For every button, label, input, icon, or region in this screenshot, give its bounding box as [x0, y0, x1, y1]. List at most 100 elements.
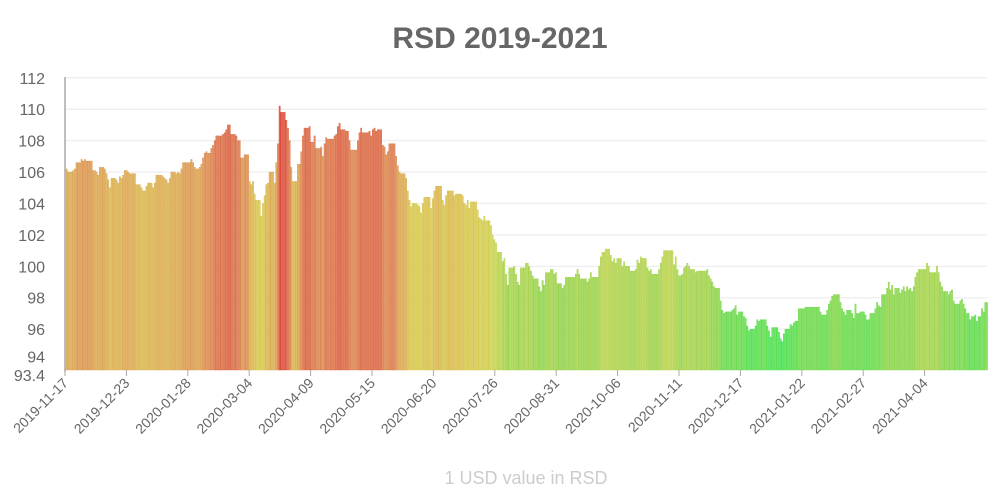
- bar: [212, 145, 214, 371]
- bar: [857, 313, 860, 371]
- bar: [297, 163, 299, 371]
- bar: [773, 327, 775, 371]
- bar: [458, 193, 461, 371]
- bar: [255, 200, 258, 371]
- bar: [465, 204, 467, 371]
- bar: [340, 129, 343, 371]
- bar: [228, 124, 231, 371]
- bar: [282, 112, 284, 371]
- bar: [180, 168, 183, 371]
- bar: [561, 288, 564, 371]
- bar: [473, 201, 476, 371]
- bar: [761, 319, 764, 371]
- bar: [803, 308, 805, 371]
- bar: [706, 269, 709, 371]
- bar: [163, 178, 166, 371]
- bar: [292, 181, 294, 371]
- bar: [342, 129, 344, 371]
- bar: [85, 160, 88, 371]
- bar: [535, 278, 537, 371]
- bar: [325, 137, 328, 371]
- bar: [610, 255, 612, 371]
- bar: [105, 173, 108, 371]
- bar: [405, 178, 407, 371]
- bar: [380, 129, 382, 371]
- bar: [726, 311, 729, 371]
- bar: [595, 277, 597, 371]
- bar: [252, 181, 254, 371]
- bar: [358, 132, 361, 371]
- bar: [914, 277, 917, 371]
- bar: [861, 311, 863, 371]
- y-tick-label: 98: [27, 291, 45, 308]
- bar: [531, 275, 534, 371]
- bar: [821, 314, 824, 371]
- bar: [736, 314, 739, 371]
- bar: [410, 206, 412, 371]
- bar: [926, 262, 928, 371]
- bar: [187, 162, 189, 371]
- bar: [565, 277, 567, 371]
- bar: [841, 308, 843, 371]
- bar: [122, 174, 125, 371]
- bar: [178, 173, 181, 371]
- bar: [653, 273, 655, 371]
- bar: [262, 203, 264, 371]
- bar: [558, 283, 561, 371]
- bar: [273, 182, 276, 371]
- bar: [451, 190, 454, 371]
- bar: [793, 322, 795, 371]
- bar: [553, 273, 556, 371]
- bar: [505, 273, 507, 371]
- bar: [887, 281, 890, 371]
- bar: [951, 289, 953, 371]
- bar: [829, 300, 832, 371]
- bar: [152, 187, 154, 371]
- bar: [719, 300, 722, 371]
- bar: [769, 336, 772, 371]
- y-tick-label: 108: [18, 134, 45, 151]
- bar: [168, 178, 171, 371]
- bar: [844, 314, 847, 371]
- bar: [483, 215, 486, 371]
- bar: [633, 270, 635, 371]
- bar: [288, 140, 291, 371]
- bar: [644, 258, 647, 371]
- bar: [515, 273, 517, 371]
- bar: [723, 313, 725, 371]
- bar: [382, 145, 384, 371]
- bar: [82, 160, 85, 371]
- bar: [293, 181, 296, 371]
- bar: [312, 142, 314, 371]
- bar: [942, 291, 945, 371]
- bar: [946, 291, 948, 371]
- bar: [79, 162, 81, 371]
- bar: [277, 143, 279, 371]
- bar: [698, 270, 700, 371]
- bar: [112, 178, 115, 371]
- x-tick-label: 2020-03-04: [193, 375, 255, 437]
- bar: [475, 201, 477, 371]
- bar: [237, 140, 239, 371]
- bar: [158, 174, 161, 371]
- bar: [501, 261, 504, 371]
- bar: [155, 174, 158, 371]
- bar: [891, 284, 893, 371]
- bar: [307, 127, 309, 371]
- bar: [628, 266, 630, 371]
- bar: [368, 131, 371, 371]
- bar: [232, 134, 234, 371]
- bar: [859, 311, 862, 371]
- bar: [135, 184, 138, 371]
- bar: [838, 294, 840, 371]
- bar: [823, 314, 825, 371]
- bar: [154, 182, 156, 371]
- bar: [679, 275, 682, 371]
- bar: [969, 319, 972, 371]
- bar: [408, 200, 411, 371]
- bar: [759, 319, 762, 371]
- bar: [396, 165, 399, 371]
- bar: [315, 148, 318, 371]
- bar: [193, 167, 196, 371]
- bar: [503, 258, 506, 371]
